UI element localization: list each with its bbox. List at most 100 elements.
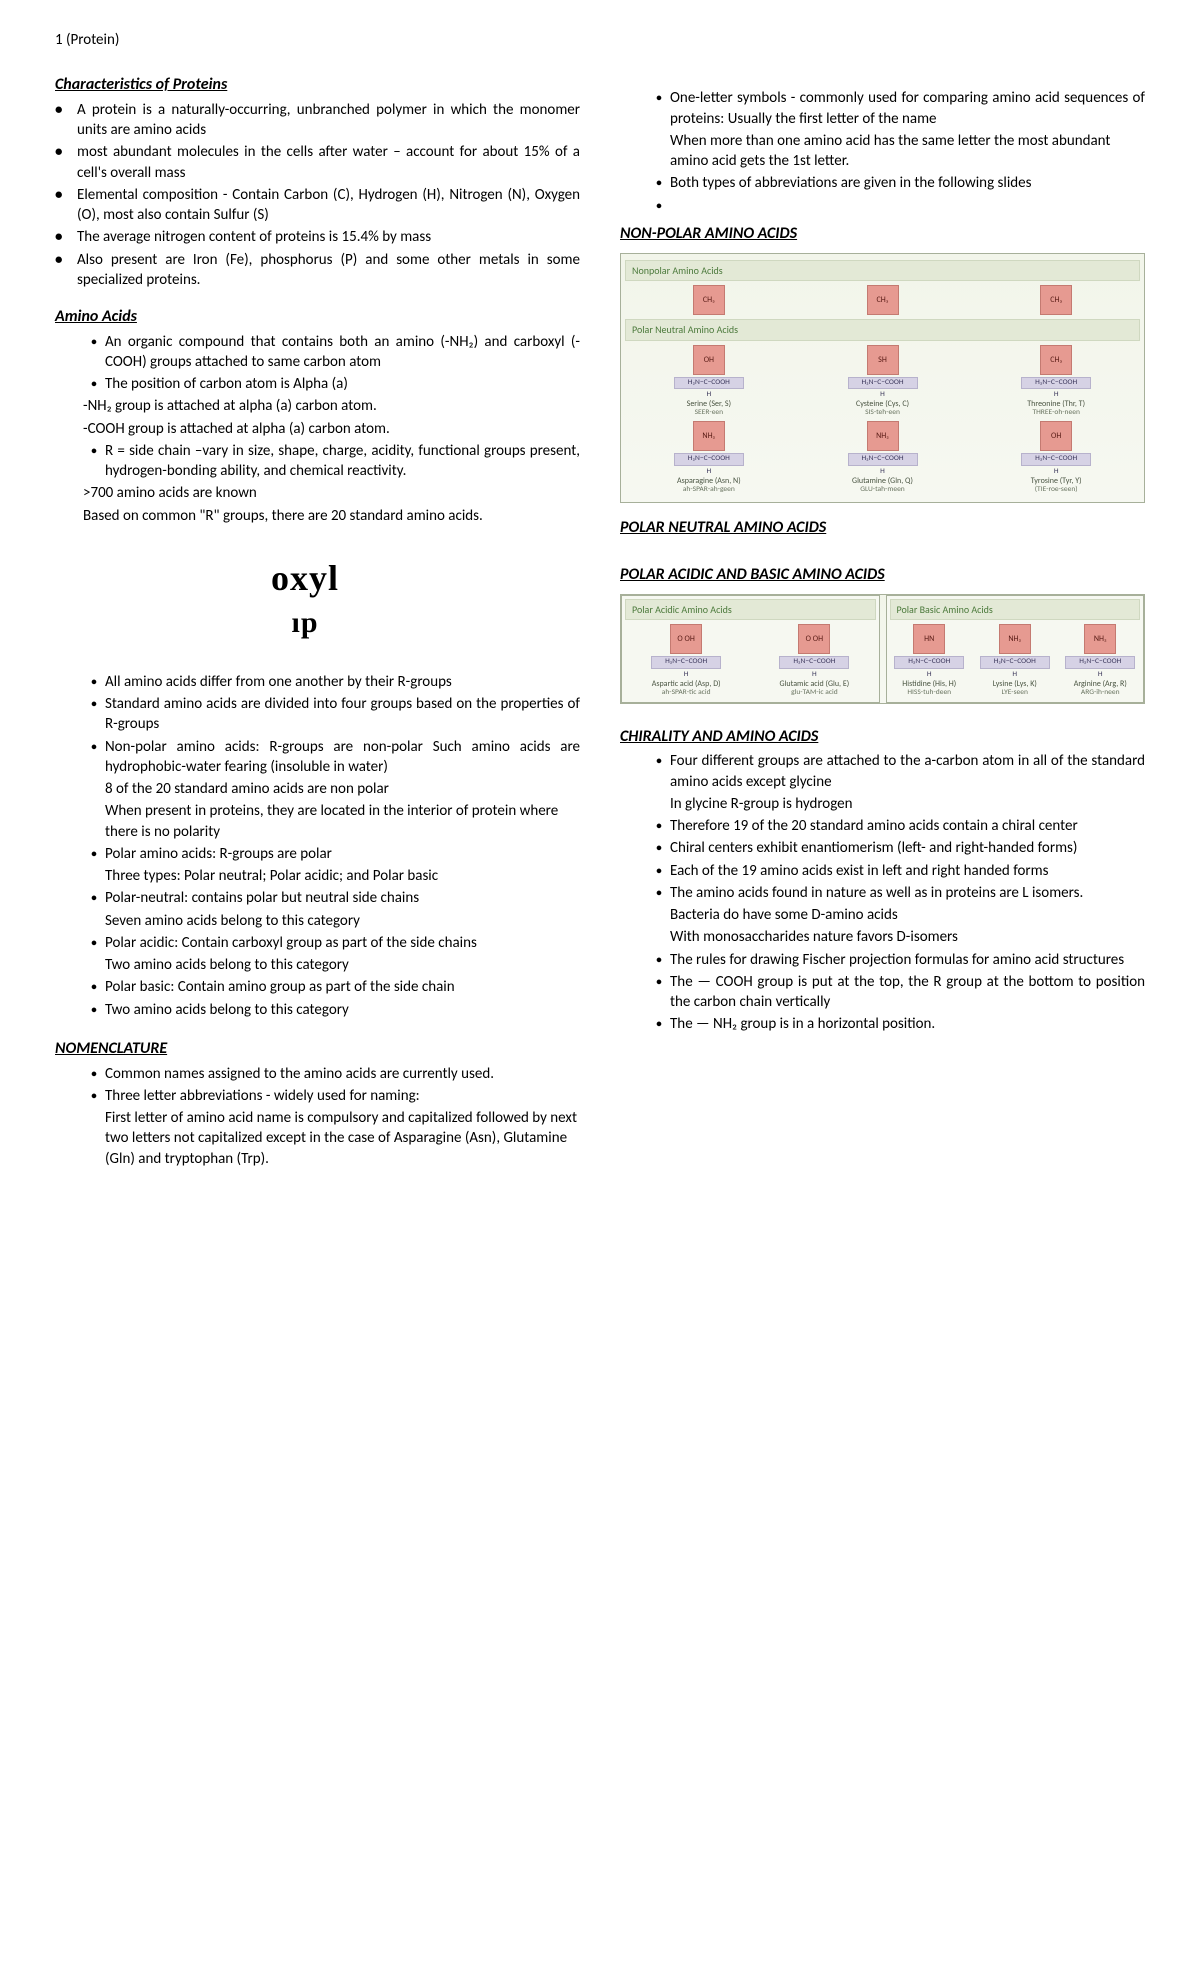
amino-acid-cell: SHH₂N−C−COOHHCysteine (Cys, C)SIS-teh-ee… <box>799 345 967 417</box>
amino-acid-name: Serine (Ser, S)SEER-een <box>625 400 793 417</box>
fragment-line-2: ıp <box>291 603 318 644</box>
nomen-inner: First letter of amino acid name is compu… <box>55 1109 577 1168</box>
amino-acid-backbone: H₂N−C−COOH <box>894 656 964 668</box>
bullet-icon: • <box>83 1064 105 1084</box>
bullet-icon: • <box>648 972 670 1013</box>
amino-acid-cell: OHH₂N−C−COOHHSerine (Ser, S)SEER-een <box>625 345 793 417</box>
heading-nonpolar: NON-POLAR AMINO ACIDS <box>620 223 1145 245</box>
bullet-text: Both types of abbreviations are given in… <box>670 173 1145 193</box>
chem-header-nonpolar: Nonpolar Amino Acids <box>625 260 1140 282</box>
bullet-icon: • <box>83 441 105 482</box>
bullet-icon: • <box>55 227 77 247</box>
chem-row: NH₂H₂N−C−COOHHAsparagine (Asn, N)ah-SPAR… <box>625 421 1140 493</box>
bullet-text: An organic compound that contains both a… <box>105 332 580 373</box>
amino-acid-cell: NH₂H₂N−C−COOHHAsparagine (Asn, N)ah-SPAR… <box>625 421 793 493</box>
cropped-image-fragment: oxyl ıp <box>195 544 415 654</box>
bullet-text: The average nitrogen content of proteins… <box>77 227 580 247</box>
left-column: Characteristics of Proteins •A protein i… <box>55 64 580 1171</box>
chir-plain: Bacteria do have some D-amino acids <box>620 905 1145 925</box>
bullet-text: Common names assigned to the amino acids… <box>105 1064 580 1084</box>
bullet-text: The — COOH group is put at the top, the … <box>670 972 1145 1013</box>
bullet-text: Three letter abbreviations - widely used… <box>105 1086 580 1106</box>
amino-acid-structure-icon: OH <box>693 345 725 375</box>
bullet-icon: • <box>83 844 105 864</box>
amino-acid-structure-icon: CH₃ <box>693 285 725 315</box>
amino-acid-structure-icon: CH₃ <box>1040 345 1072 375</box>
amino-acid-backbone: H₂N−C−COOH <box>674 453 744 465</box>
bullet-text: The rules for drawing Fischer projection… <box>670 950 1145 970</box>
char-bullet: •A protein is a naturally-occurring, unb… <box>55 100 580 141</box>
heading-nomenclature: NOMENCLATURE <box>55 1038 580 1060</box>
bullet-text: Polar basic: Contain amino group as part… <box>105 977 580 997</box>
amino-acid-structure-icon: NH₂ <box>867 421 899 451</box>
bullet-icon: • <box>648 173 670 193</box>
bullet-icon: • <box>648 88 670 129</box>
bullet-icon: • <box>55 142 77 183</box>
bullet-text: Four different groups are attached to th… <box>670 751 1145 792</box>
amino-acid-cell: NH₂H₂N−C−COOHHGlutamine (Gln, Q)GLU-tah-… <box>799 421 967 493</box>
amino-acid-structure-icon: NH₂ <box>999 624 1031 654</box>
chem-header-polar-neutral: Polar Neutral Amino Acids <box>625 319 1140 341</box>
bullet-icon: • <box>55 250 77 291</box>
rgroup-bullet: •Two amino acids belong to this category <box>55 1000 580 1020</box>
chem-header-acidic: Polar Acidic Amino Acids <box>625 599 876 621</box>
rgroup-bullet: •Standard amino acids are divided into f… <box>55 694 580 735</box>
amino-acid-name: Arginine (Arg, R)ARG-ih-neen <box>1061 680 1141 697</box>
bullet-icon: • <box>55 185 77 226</box>
nonpolar-amino-acids-figure: Nonpolar Amino Acids CH₃ CH₃ CH₃ Polar Neu… <box>620 253 1145 503</box>
amino-plain: -COOH group is attached at alpha (a) car… <box>55 419 580 439</box>
chem-header-basic: Polar Basic Amino Acids <box>890 599 1141 621</box>
amino-acid-backbone: H₂N−C−COOH <box>848 377 918 389</box>
amino-acid-cell: CH₃H₂N−C−COOHHThreonine (Thr, T)THREE-oh… <box>972 345 1140 417</box>
top-plain: When more than one amino acid has the sa… <box>620 131 1145 172</box>
amino-acid-structure-icon: OH <box>1040 421 1072 451</box>
bullet-icon: • <box>55 100 77 141</box>
bullet-text: R = side chain –vary in size, shape, cha… <box>105 441 580 482</box>
bullet-icon: • <box>83 888 105 908</box>
chir-bullet: •Chiral centers exhibit enantiomerism (l… <box>620 838 1145 858</box>
chir-plain: With monosaccharides nature favors D-iso… <box>620 927 1145 947</box>
bullet-text: All amino acids differ from one another … <box>105 672 580 692</box>
bullet-text: Also present are Iron (Fe), phosphorus (… <box>77 250 580 291</box>
amino-acid-cell: CH₃ <box>972 285 1140 317</box>
amino-acid-structure-icon: CH₃ <box>867 285 899 315</box>
chir-bullet: •Each of the 19 amino acids exist in lef… <box>620 861 1145 881</box>
char-bullet: •The average nitrogen content of protein… <box>55 227 580 247</box>
chir-bullet: •Four different groups are attached to t… <box>620 751 1145 792</box>
bullet-icon: • <box>648 883 670 903</box>
amino-acid-cell: O OHH₂N−C−COOHHGlutamic acid (Glu, E)glu… <box>753 624 875 696</box>
char-bullet: •Also present are Iron (Fe), phosphorus … <box>55 250 580 291</box>
amino-acid-backbone: H₂N−C−COOH <box>651 656 721 668</box>
rgroup-plain: Three types: Polar neutral; Polar acidic… <box>55 866 580 886</box>
amino-acid-cell: CH₃ <box>625 285 793 317</box>
amino-plain: -NH₂ group is attached at alpha (a) carb… <box>55 396 580 416</box>
bullet-text: Non-polar amino acids: R-groups are non-… <box>105 737 580 778</box>
heading-characteristics: Characteristics of Proteins <box>55 74 580 96</box>
chir-bullet: •Therefore 19 of the 20 standard amino a… <box>620 816 1145 836</box>
heading-polar-neutral: POLAR NEUTRAL AMINO ACIDS <box>620 517 1145 539</box>
amino-acid-backbone: H₂N−C−COOH <box>980 656 1050 668</box>
bullet-icon: • <box>83 977 105 997</box>
amino-acid-cell: OHH₂N−C−COOHHTyrosine (Tyr, Y)(TIE-roe-s… <box>972 421 1140 493</box>
bullet-icon: • <box>648 751 670 792</box>
rgroup-bullet: •All amino acids differ from one another… <box>55 672 580 692</box>
heading-polar-acidic-basic: POLAR ACIDIC AND BASIC AMINO ACIDS <box>620 564 1145 586</box>
bullet-icon: • <box>648 196 670 214</box>
amino-acid-name: Glutamine (Gln, Q)GLU-tah-meen <box>799 477 967 494</box>
bullet-icon: • <box>83 933 105 953</box>
amino-acid-cell: NH₂H₂N−C−COOHHLysine (Lys, K)LYE-seen <box>975 624 1055 696</box>
nomen-bullet: •Three letter abbreviations - widely use… <box>55 1086 580 1106</box>
amino-acid-backbone: H₂N−C−COOH <box>779 656 849 668</box>
amino-acid-structure-icon: NH₂ <box>1084 624 1116 654</box>
amino-acid-backbone: H₂N−C−COOH <box>1021 377 1091 389</box>
nomen-bullet: •Common names assigned to the amino acid… <box>55 1064 580 1084</box>
chem-row: HNH₂N−C−COOHHHistidine (His, H)HISS-tuh-… <box>890 624 1141 696</box>
rgroup-bullet: •Polar-neutral: contains polar but neutr… <box>55 888 580 908</box>
rgroup-bullet: •Polar amino acids: R-groups are polar <box>55 844 580 864</box>
chir-bullet: •The — NH₂ group is in a horizontal posi… <box>620 1014 1145 1034</box>
amino-acid-structure-icon: SH <box>867 345 899 375</box>
bullet-text: Standard amino acids are divided into fo… <box>105 694 580 735</box>
top-inner: When more than one amino acid has the sa… <box>620 132 1110 170</box>
fragment-line-1: oxyl <box>271 554 339 603</box>
bullet-icon: • <box>83 672 105 692</box>
